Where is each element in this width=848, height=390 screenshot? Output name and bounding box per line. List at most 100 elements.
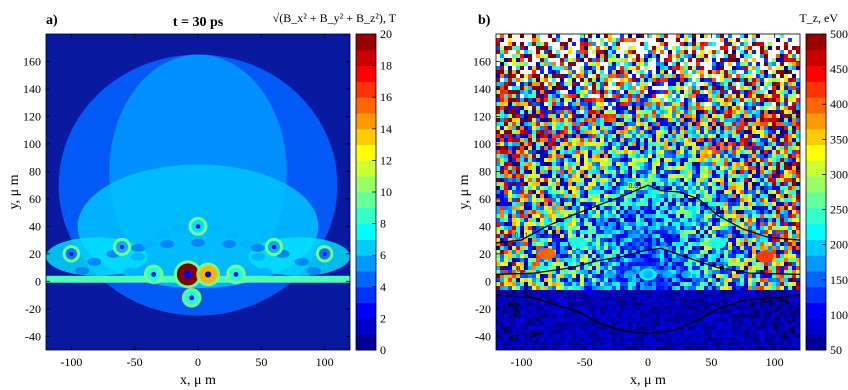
panel-b-cell	[692, 178, 696, 182]
panel-b-cell	[684, 334, 688, 338]
panel-b-cell	[540, 198, 544, 202]
panel-b-cell	[712, 302, 716, 306]
panel-b-empty-cell	[732, 34, 736, 38]
panel-b-cell	[720, 210, 724, 214]
panel-b-empty-cell	[672, 42, 676, 46]
panel-b-cell	[660, 146, 664, 150]
panel-b-cell	[676, 174, 680, 178]
panel-b-cell	[648, 118, 652, 122]
panel-b-cell	[556, 146, 560, 150]
panel-b-cell	[736, 318, 740, 322]
panel-b-cell	[720, 102, 724, 106]
panel-b-cell	[500, 62, 504, 66]
panel-b-cell	[560, 118, 564, 122]
panel-a-y-tick-label: -40	[25, 329, 41, 343]
panel-b-cell	[572, 334, 576, 338]
panel-b-cell	[632, 254, 636, 258]
panel-b-cell	[696, 102, 700, 106]
panel-b-cell	[576, 98, 580, 102]
panel-b-cell	[604, 214, 608, 218]
panel-b-empty-cell	[608, 106, 612, 110]
panel-a-colorbar-step	[356, 239, 376, 256]
panel-b-cell	[500, 202, 504, 206]
panel-b-cell	[672, 334, 676, 338]
panel-b-cell	[660, 222, 664, 226]
panel-b-cell	[688, 198, 692, 202]
panel-b-cell	[584, 130, 588, 134]
panel-b-cell	[524, 202, 528, 206]
panel-b-cell	[656, 178, 660, 182]
panel-b-cell	[608, 58, 612, 62]
panel-b-empty-cell	[696, 50, 700, 54]
panel-b-cell	[696, 78, 700, 82]
panel-b-cell	[564, 126, 568, 130]
panel-b-cell	[696, 254, 700, 258]
panel-b-cell	[672, 198, 676, 202]
panel-b-cell	[632, 210, 636, 214]
panel-b-cell	[524, 138, 528, 142]
panel-b-cell	[636, 290, 640, 294]
panel-b-cell	[612, 342, 616, 346]
panel-b-cell	[548, 90, 552, 94]
panel-b-cell	[684, 302, 688, 306]
panel-b-cell	[716, 210, 720, 214]
panel-b-cell	[580, 42, 584, 46]
panel-b-cell	[524, 238, 528, 242]
panel-b-cell	[640, 106, 644, 110]
panel-b-cell	[692, 182, 696, 186]
panel-b-cell	[560, 298, 564, 302]
panel-b-cell	[560, 282, 564, 286]
panel-b-empty-cell	[732, 38, 736, 42]
panel-b-cell	[656, 54, 660, 58]
panel-b-cell	[496, 50, 500, 54]
panel-b-cell	[536, 198, 540, 202]
panel-b-cell	[676, 186, 680, 190]
panel-b-cell	[680, 202, 684, 206]
panel-b-cell	[632, 230, 636, 234]
panel-b-cell	[724, 206, 728, 210]
panel-b-cell	[628, 310, 632, 314]
panel-b-cell	[524, 126, 528, 130]
panel-b-cell	[568, 222, 572, 226]
panel-b-cell	[624, 98, 628, 102]
panel-b-empty-cell	[660, 58, 664, 62]
panel-b-cell	[532, 310, 536, 314]
panel-b-empty-cell	[600, 62, 604, 66]
panel-b-cell	[656, 314, 660, 318]
panel-b-cell	[608, 302, 612, 306]
panel-b-cell	[668, 202, 672, 206]
panel-b-cell	[580, 226, 584, 230]
panel-b-cell	[544, 274, 548, 278]
panel-b-cell	[724, 298, 728, 302]
panel-b-cell	[572, 286, 576, 290]
panel-b-cell	[724, 94, 728, 98]
panel-b-empty-cell	[632, 42, 636, 46]
panel-b-cell	[536, 310, 540, 314]
panel-b-cell	[616, 158, 620, 162]
panel-b-cell	[624, 322, 628, 326]
panel-b-cell	[556, 310, 560, 314]
panel-b-cell	[632, 286, 636, 290]
panel-b-cell	[584, 246, 588, 250]
panel-b-cell	[572, 106, 576, 110]
panel-b-cell	[572, 182, 576, 186]
panel-b-cell	[736, 198, 740, 202]
panel-b-cell	[616, 330, 620, 334]
panel-b-cell	[596, 182, 600, 186]
panel-b-cell	[712, 62, 716, 66]
panel-b-cell	[644, 302, 648, 306]
panel-b-cell	[596, 262, 600, 266]
panel-b-cell	[644, 142, 648, 146]
panel-b-cell	[548, 222, 552, 226]
panel-b-cell	[576, 250, 580, 254]
panel-b-cell	[504, 46, 508, 50]
panel-b-cell	[720, 326, 724, 330]
panel-b-cell	[540, 278, 544, 282]
panel-b-cell	[708, 126, 712, 130]
panel-b-cell	[572, 114, 576, 118]
panel-b-cell	[672, 74, 676, 78]
panel-b-cell	[524, 298, 528, 302]
panel-b-cell	[512, 182, 516, 186]
panel-b-cell	[588, 330, 592, 334]
panel-b-cell	[500, 118, 504, 122]
